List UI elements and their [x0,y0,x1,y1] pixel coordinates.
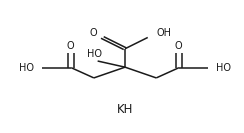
Text: O: O [90,28,97,38]
Text: O: O [175,41,182,51]
Text: HO: HO [87,49,102,59]
Text: HO: HO [19,63,34,73]
Text: HO: HO [216,63,231,73]
Text: OH: OH [156,28,171,38]
Text: O: O [67,41,75,51]
Text: KH: KH [117,103,133,116]
